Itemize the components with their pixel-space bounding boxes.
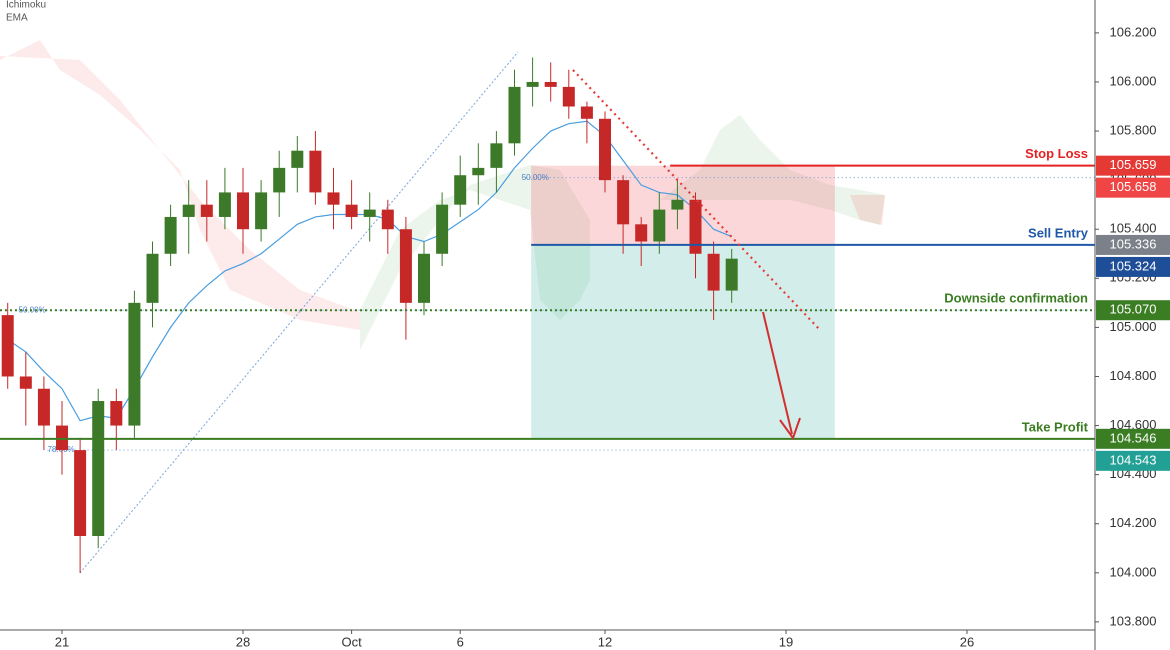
- ichimoku-cloud: [0, 40, 885, 350]
- cloud-bullish: [360, 165, 590, 350]
- y-tick-label: 104.600: [1110, 417, 1157, 432]
- y-tick-label: 103.800: [1110, 613, 1157, 628]
- candle-body: [345, 204, 358, 217]
- candle-body: [19, 376, 32, 389]
- cloud-bearish-future: [850, 195, 885, 225]
- position-box: [531, 165, 835, 439]
- candle-body: [146, 253, 159, 303]
- y-tick-label: 105.800: [1110, 122, 1157, 137]
- candle-body: [273, 167, 286, 193]
- candle-body: [653, 209, 666, 242]
- indicator-label: EMA: [6, 13, 28, 24]
- candle-body: [418, 253, 431, 303]
- x-tick-label: 21: [55, 634, 69, 649]
- price-tag-label: 105.070: [1110, 302, 1157, 317]
- price-tag: [1096, 300, 1170, 321]
- price-tag-label: 104.543: [1110, 452, 1157, 467]
- fib-label: 50.00%: [522, 173, 549, 182]
- arrow-shaft: [762, 311, 793, 435]
- candle-body: [671, 199, 684, 210]
- candle-body: [617, 180, 630, 225]
- candle-body: [164, 216, 177, 254]
- price-axis: [1095, 0, 1170, 650]
- y-tick-label: 105.000: [1110, 319, 1157, 334]
- candle-body: [237, 192, 250, 230]
- candle-body: [37, 388, 50, 426]
- fib-label: 50.00%: [19, 305, 46, 314]
- x-tick-label: 19: [779, 634, 793, 649]
- y-tick-label: 104.800: [1110, 368, 1157, 383]
- candle-body: [490, 143, 503, 168]
- candle-body: [309, 150, 322, 193]
- x-tick-label: 26: [960, 634, 974, 649]
- price-tag: [1096, 428, 1170, 449]
- candle-body: [327, 192, 340, 205]
- candle-body: [707, 253, 720, 291]
- price-tag: [1096, 234, 1170, 255]
- candle-body: [635, 224, 648, 242]
- price-tag-label: 105.659: [1110, 157, 1157, 172]
- candle-body: [599, 118, 612, 181]
- arrow: [762, 311, 801, 441]
- candle-body: [526, 81, 539, 87]
- y-tick-label: 104.200: [1110, 515, 1157, 530]
- candle-body: [725, 258, 738, 291]
- cloud-bearish: [0, 40, 360, 330]
- candle-body: [454, 175, 467, 205]
- candle-body: [544, 81, 557, 87]
- arrow-head: [779, 417, 801, 441]
- price-tag-label: 105.658: [1110, 179, 1157, 194]
- x-tick-label: Oct: [341, 634, 362, 649]
- candle-body: [200, 204, 213, 217]
- x-tick-label: 28: [236, 634, 250, 649]
- candle-body: [472, 167, 485, 176]
- candle-body: [182, 204, 195, 217]
- level-name: Sell Entry: [1028, 225, 1089, 240]
- candle-body: [399, 229, 412, 303]
- candle-body: [74, 450, 87, 537]
- level-name: Stop Loss: [1025, 146, 1088, 161]
- y-tick-label: 106.000: [1110, 73, 1157, 88]
- y-tick-label: 106.200: [1110, 24, 1157, 39]
- x-tick-label: 6: [457, 634, 464, 649]
- price-tag-label: 105.336: [1110, 236, 1157, 251]
- candle-body: [689, 199, 702, 254]
- candle-body: [110, 401, 123, 426]
- price-tag: [1096, 256, 1170, 277]
- price-tag: [1096, 450, 1170, 471]
- candle-body: [363, 209, 376, 217]
- cloud-bullish-future: [660, 115, 885, 225]
- candle-body: [1, 315, 14, 377]
- candle-body: [580, 106, 593, 119]
- candle-body: [92, 401, 105, 537]
- candle-body: [436, 204, 449, 254]
- level-name: Take Profit: [1022, 419, 1089, 434]
- indicator-label: Ichimoku: [6, 0, 46, 11]
- candle-body: [381, 209, 394, 230]
- x-tick-label: 12: [598, 634, 612, 649]
- candle-body: [562, 86, 575, 107]
- reward-zone: [531, 244, 835, 439]
- y-tick-label: 105.400: [1110, 221, 1157, 236]
- price-tag-label: 105.324: [1110, 258, 1157, 273]
- level-name: Downside confirmation: [944, 291, 1088, 306]
- candle-body: [291, 150, 304, 168]
- fib-diagonal: [79, 51, 519, 574]
- price-tag: [1096, 177, 1170, 198]
- candle-body: [508, 86, 521, 144]
- candle-body: [255, 192, 268, 230]
- price-tag: [1096, 155, 1170, 176]
- candle-body: [128, 302, 141, 426]
- candle-body: [218, 192, 231, 217]
- y-tick-label: 104.000: [1110, 564, 1157, 579]
- price-tag-label: 104.546: [1110, 430, 1157, 445]
